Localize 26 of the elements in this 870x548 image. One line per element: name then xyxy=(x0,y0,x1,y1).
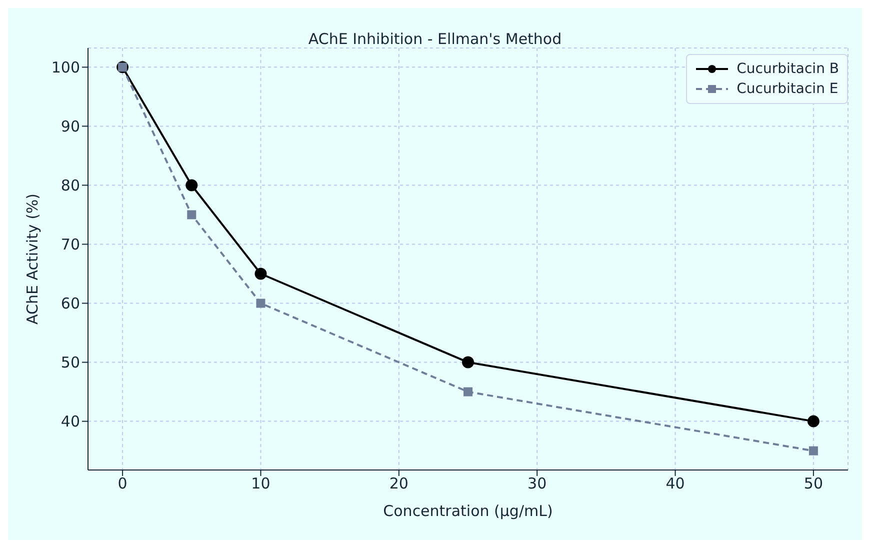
chart-title: AChE Inhibition - Ellman's Method xyxy=(307,30,563,48)
x-axis-title: Concentration (µg/mL) xyxy=(383,502,553,520)
point xyxy=(464,387,472,396)
point xyxy=(186,179,198,192)
x-tick-label: 10 xyxy=(251,474,270,493)
point xyxy=(187,210,196,220)
point xyxy=(254,268,267,280)
y-tick-label: 60 xyxy=(60,294,80,313)
x-tick-label: 30 xyxy=(528,474,547,493)
point xyxy=(462,356,474,368)
point xyxy=(808,446,818,456)
point xyxy=(807,415,820,428)
y-tick-label: 80 xyxy=(60,176,80,195)
x-tick-label: 50 xyxy=(804,474,823,493)
y-tick-label: 90 xyxy=(60,118,80,136)
point xyxy=(256,298,266,308)
x-tick-label: 0 xyxy=(118,474,128,493)
legend-label: Cucurbitacin E xyxy=(736,81,838,97)
legend-label: Cucurbitacin B xyxy=(736,61,839,77)
y-tick-label: 50 xyxy=(60,354,80,372)
x-tick-label: 20 xyxy=(389,474,408,493)
y-tick-label: 40 xyxy=(60,412,80,431)
y-axis-title: AChE Activity (%) xyxy=(23,193,42,325)
x-tick-label: 40 xyxy=(666,474,685,493)
y-tick-label: 70 xyxy=(60,236,80,254)
y-tick-label: 100 xyxy=(51,58,80,77)
